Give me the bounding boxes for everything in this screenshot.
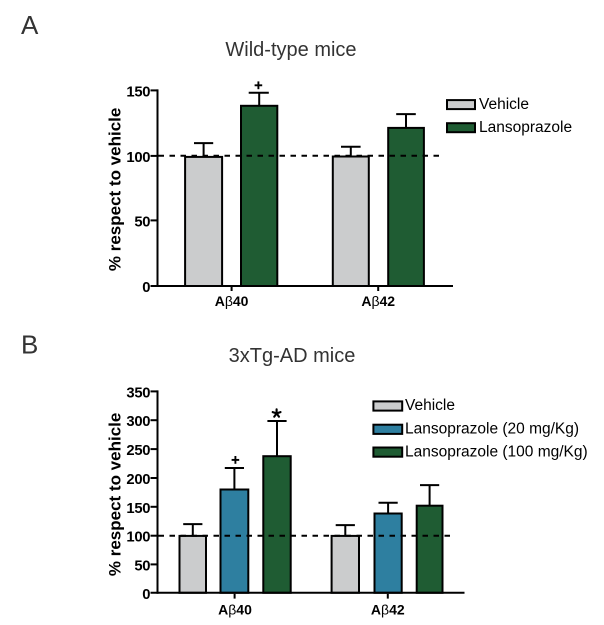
svg-text:Vehicle: Vehicle xyxy=(479,96,529,113)
svg-text:200: 200 xyxy=(126,472,150,488)
svg-text:Lansoprazole: Lansoprazole xyxy=(479,119,572,136)
svg-text:Wild-type mice: Wild-type mice xyxy=(225,39,356,61)
svg-text:50: 50 xyxy=(134,214,150,230)
svg-text:% respect to vehicle: % respect to vehicle xyxy=(106,108,125,271)
svg-text:Aβ40: Aβ40 xyxy=(215,293,249,309)
svg-text:250: 250 xyxy=(126,443,150,459)
svg-text:350: 350 xyxy=(126,385,150,401)
svg-text:Vehicle: Vehicle xyxy=(405,397,455,414)
svg-text:50: 50 xyxy=(134,558,150,574)
svg-text:3xTg-AD mice: 3xTg-AD mice xyxy=(229,345,356,367)
svg-text:Aβ42: Aβ42 xyxy=(371,602,405,618)
svg-text:A: A xyxy=(21,10,39,40)
svg-text:100: 100 xyxy=(126,150,150,166)
svg-text:0: 0 xyxy=(142,280,150,296)
svg-text:100: 100 xyxy=(126,530,150,546)
svg-text:150: 150 xyxy=(126,84,150,100)
svg-text:Aβ40: Aβ40 xyxy=(218,602,252,618)
svg-text:Aβ42: Aβ42 xyxy=(361,293,395,309)
svg-text:% respect to vehicle: % respect to vehicle xyxy=(106,413,125,576)
svg-text:150: 150 xyxy=(126,501,150,517)
svg-text:300: 300 xyxy=(126,414,150,430)
svg-text:Lansoprazole (20 mg/Kg): Lansoprazole (20 mg/Kg) xyxy=(405,421,579,438)
svg-text:B: B xyxy=(21,330,38,360)
svg-text:0: 0 xyxy=(142,587,150,603)
svg-text:Lansoprazole (100 mg/Kg): Lansoprazole (100 mg/Kg) xyxy=(405,443,588,460)
